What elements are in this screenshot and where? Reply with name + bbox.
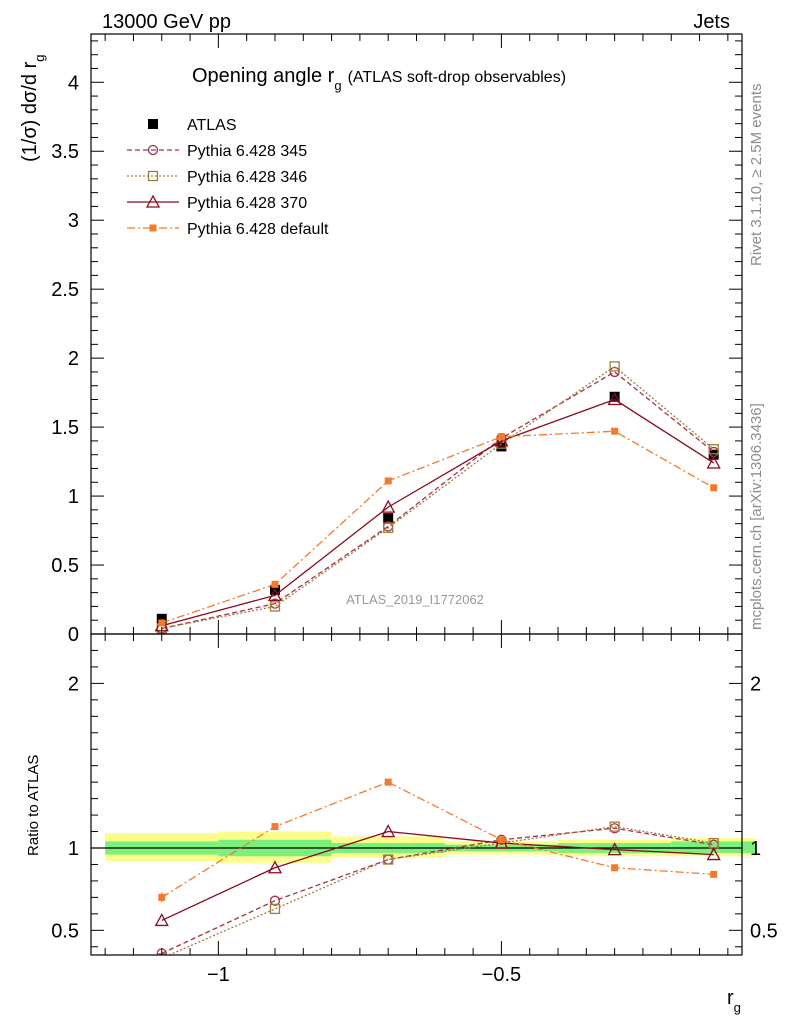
ratio-point-pythia-6-428-370 (706, 847, 721, 861)
main-point-pythia-6-428-346 (708, 444, 719, 455)
top-ylabel-main: (1/σ) dσ/d r (19, 61, 41, 162)
xtick-label: −0.5 (482, 964, 521, 986)
legend-item-pythia-6-428-370: Pythia 6.428 370 (127, 194, 307, 212)
ratio-point-pythia-6-428-default (611, 864, 619, 872)
main-ytick-label: 1.5 (51, 417, 79, 439)
main-point-pythia-6-428-370 (381, 499, 396, 513)
legend-marker-pythia-6-428-346 (147, 170, 159, 182)
ratio-point-pythia-6-428-default (271, 823, 279, 831)
ratio-point-pythia-6-428-default (710, 870, 718, 878)
ratio-ytick-label-right: 1 (750, 838, 761, 860)
legend-marker-pythia-6-428-345 (147, 144, 159, 156)
legend-marker-atlas (148, 119, 158, 129)
main-point-pythia-6-428-370 (267, 588, 283, 602)
ratio-uncertainty-bands (91, 831, 757, 863)
ratio-point-pythia-6-428-default (497, 836, 505, 844)
ratio-line-pythia-6-428-345 (161, 827, 714, 954)
legend-label-pythia-6-428-346: Pythia 6.428 346 (187, 169, 307, 186)
legend-item-pythia-6-428-346: Pythia 6.428 346 (127, 169, 307, 186)
main-point-atlas (609, 391, 620, 402)
legend-marker-pythia-6-428-default (149, 224, 157, 232)
mcplots-label: mcplots.cern.ch [arXiv:1306.3436] (748, 403, 765, 630)
main-ytick-label: 3.5 (51, 141, 79, 163)
main-ytick-label: 3 (68, 210, 79, 232)
ratio-ytick-label: 1 (68, 838, 79, 860)
ratio-point-pythia-6-428-default (384, 778, 392, 786)
main-point-pythia-6-428-default (271, 580, 279, 588)
main-point-pythia-6-428-default (497, 433, 505, 441)
legend-item-pythia-6-428-default: Pythia 6.428 default (127, 221, 329, 238)
main-point-pythia-6-428-370 (494, 433, 509, 447)
ratio-point-pythia-6-428-345 (269, 895, 281, 906)
legend-label-atlas: ATLAS (187, 117, 237, 134)
ratio-point-pythia-6-428-370 (267, 860, 283, 874)
legend-label-pythia-6-428-345: Pythia 6.428 345 (187, 143, 307, 160)
ratio-panel-frame (90, 633, 743, 956)
ratio-line-pythia-6-428-370 (161, 830, 714, 922)
ratio-series (154, 778, 721, 955)
legend-label-pythia-6-428-370: Pythia 6.428 370 (187, 195, 307, 212)
rivet-label: Rivet 3.1.10, ≥ 2.5M events (748, 84, 765, 267)
main-point-pythia-6-428-default (384, 477, 392, 485)
xlabel: rg (727, 987, 741, 1015)
ratio-line-pythia-6-428-default (161, 781, 714, 898)
bottom-ylabel: Ratio to ATLAS (25, 755, 42, 856)
main-ytick-label: 0 (68, 624, 79, 646)
ratio-point-pythia-6-428-346 (269, 903, 281, 915)
ratio-point-pythia-6-428-default (158, 893, 166, 901)
legend-marker-pythia-6-428-370 (145, 194, 161, 208)
main-line-pythia-6-428-346 (161, 365, 715, 630)
plot-title-suffix: (ATLAS soft-drop observables) (348, 69, 566, 86)
main-point-pythia-6-428-346 (383, 522, 394, 533)
legend-label-pythia-6-428-default: Pythia 6.428 default (187, 221, 329, 238)
main-ytick-label: 2.5 (51, 279, 79, 301)
main-point-pythia-6-428-370 (607, 392, 622, 406)
main-point-pythia-6-428-345 (609, 366, 620, 378)
main-ytick-label: 1 (68, 486, 79, 508)
top-ylabel-sub: g (32, 55, 47, 62)
main-point-pythia-6-428-default (611, 427, 619, 435)
series-layer (154, 361, 721, 955)
xlabel-main: r (727, 987, 734, 1009)
legend: ATLAS Pythia 6.428 345 Pythia 6.428 346 Pyt… (127, 117, 329, 238)
ratio-ytick-label-right: 2 (750, 673, 761, 695)
plot-title: Opening angle rg (ATLAS soft-drop observa… (192, 65, 566, 93)
header-right-label: Jets (693, 11, 730, 33)
main-point-atlas (383, 513, 394, 524)
main-point-pythia-6-428-default (158, 619, 166, 627)
main-line-pythia-6-428-345 (161, 371, 715, 630)
ratio-point-pythia-6-428-370 (607, 842, 622, 856)
ratio-ytick-label-right: 0.5 (750, 920, 778, 942)
ratio-ytick-label: 2 (68, 673, 79, 695)
top-ylabel: (1/σ) dσ/d rg (19, 55, 47, 163)
main-ytick-label: 0.5 (51, 555, 79, 577)
legend-item-pythia-6-428-345: Pythia 6.428 345 (127, 143, 307, 160)
header-left-label: 13000 GeV pp (102, 11, 231, 33)
main-point-pythia-6-428-default (710, 484, 718, 492)
main-ytick-label: 2 (68, 348, 79, 370)
ratio-ytick-label: 0.5 (51, 920, 79, 942)
watermark-label: ATLAS_2019_I1772062 (346, 592, 484, 607)
main-series (154, 361, 721, 634)
main-point-pythia-6-428-346 (269, 601, 281, 612)
main-ytick-label: 4 (68, 72, 79, 94)
ratio-point-pythia-6-428-346 (609, 821, 620, 832)
main-point-pythia-6-428-370 (706, 455, 721, 469)
legend-item-atlas: ATLAS (148, 117, 237, 134)
main-line-pythia-6-428-default (161, 430, 715, 624)
ratio-line-pythia-6-428-346 (167, 825, 714, 955)
ratio-point-pythia-6-428-346 (383, 854, 394, 865)
ratio-point-pythia-6-428-370 (154, 913, 169, 927)
main-point-pythia-6-428-346 (609, 361, 620, 372)
xlabel-sub: g (734, 1000, 741, 1015)
main-point-atlas (708, 449, 719, 460)
plot-title-main: Opening angle r (192, 65, 335, 87)
ratio-point-pythia-6-428-370 (381, 824, 396, 838)
xtick-label: −1 (207, 964, 230, 986)
plot-title-sub: g (334, 78, 341, 93)
main-line-pythia-6-428-370 (161, 398, 715, 627)
axes-layer: 0 0.5 1 1.5 2 2.5 3 3.5 4 0.5 0.5 1 1 2 2 −1 −0.5 (51, 33, 778, 986)
